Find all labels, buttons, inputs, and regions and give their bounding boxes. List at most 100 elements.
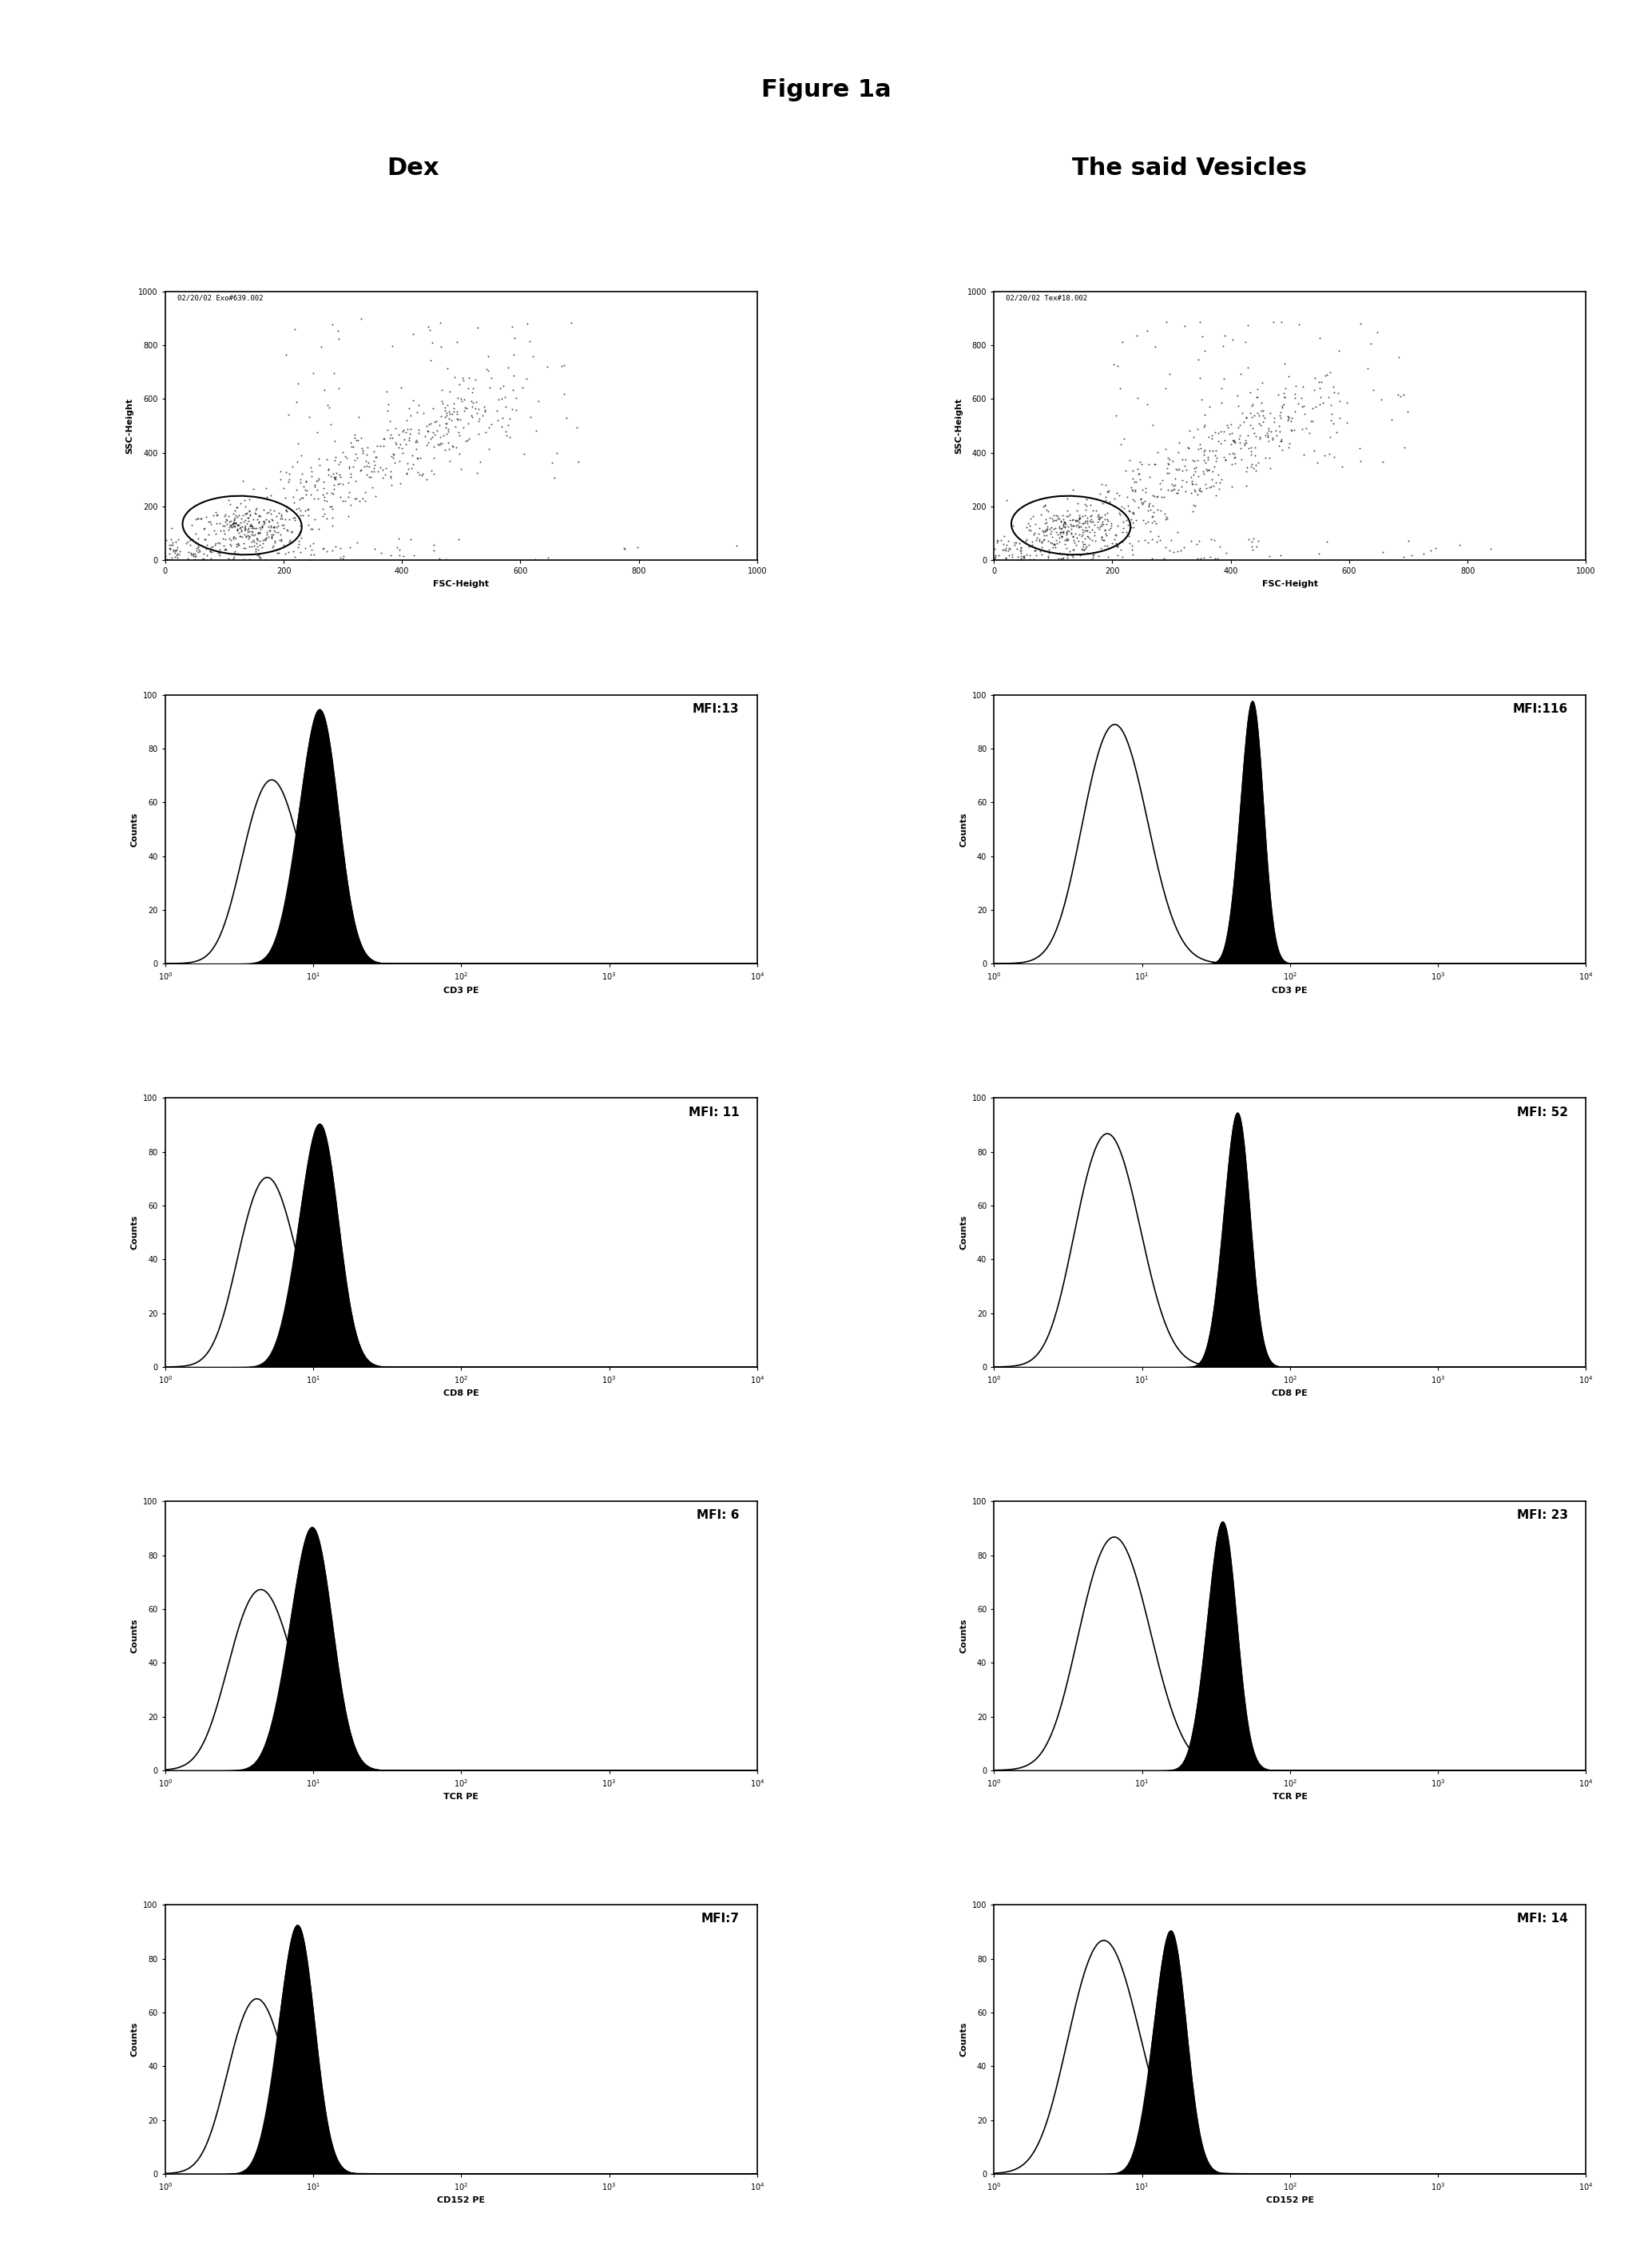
Point: [228, 509, 254, 545]
Point: [264, 509, 291, 545]
Point: [1300, 433, 1327, 468]
Point: [464, 403, 491, 439]
Point: [299, 459, 325, 495]
Point: [1057, 502, 1084, 538]
Point: [499, 392, 525, 428]
Point: [1300, 372, 1327, 408]
Text: MFI: 14: MFI: 14: [1517, 1914, 1568, 1925]
Point: [1189, 453, 1216, 489]
Point: [436, 444, 463, 480]
Point: [195, 518, 221, 554]
Point: [1062, 506, 1089, 542]
Point: [304, 462, 330, 498]
Point: [1087, 475, 1113, 511]
Point: [1170, 462, 1196, 498]
Point: [421, 527, 448, 562]
Point: [1092, 482, 1118, 518]
Point: [1226, 388, 1252, 424]
Point: [1090, 522, 1117, 558]
Point: [1023, 533, 1049, 569]
Point: [1034, 522, 1061, 558]
Point: [1122, 484, 1148, 520]
Point: [1249, 365, 1275, 401]
Text: 02/20/02 Exo#639.002: 02/20/02 Exo#639.002: [177, 294, 263, 300]
Point: [1237, 433, 1264, 468]
Point: [238, 509, 264, 545]
Point: [1016, 509, 1042, 545]
Point: [1282, 376, 1308, 412]
Point: [1034, 491, 1061, 527]
Point: [1049, 536, 1075, 571]
Point: [428, 329, 454, 365]
Point: [1026, 515, 1052, 551]
Point: [319, 491, 345, 527]
Point: [1256, 412, 1282, 448]
Point: [378, 421, 405, 457]
Point: [319, 307, 345, 343]
Point: [476, 410, 502, 446]
Point: [243, 520, 269, 556]
Point: [320, 466, 347, 502]
Point: [1196, 433, 1222, 468]
Point: [1054, 493, 1080, 529]
Point: [1113, 480, 1140, 515]
Point: [1168, 441, 1194, 477]
Point: [335, 475, 362, 511]
Point: [1269, 388, 1295, 424]
Point: [261, 524, 287, 560]
Point: [1313, 356, 1340, 392]
Point: [1193, 466, 1219, 502]
Point: [1097, 486, 1123, 522]
Point: [1272, 370, 1298, 406]
Point: [1289, 412, 1315, 448]
Point: [309, 477, 335, 513]
Point: [241, 495, 268, 531]
Point: [418, 453, 444, 489]
Point: [339, 542, 365, 578]
Point: [1001, 527, 1028, 562]
Point: [1062, 502, 1089, 538]
Point: [177, 538, 203, 574]
Point: [1204, 424, 1231, 459]
Point: [218, 527, 244, 562]
Point: [451, 381, 477, 417]
Point: [1249, 385, 1275, 421]
Point: [428, 372, 454, 408]
Point: [390, 435, 416, 471]
Point: [1277, 412, 1303, 448]
Point: [1120, 536, 1146, 571]
Point: [1092, 498, 1118, 533]
Point: [349, 453, 375, 489]
Point: [1160, 533, 1186, 569]
Point: [1052, 527, 1079, 562]
Point: [152, 538, 178, 574]
Point: [210, 520, 236, 556]
Point: [1148, 542, 1175, 578]
Point: [434, 426, 461, 462]
Point: [251, 491, 278, 527]
Point: [1370, 533, 1396, 569]
Point: [1041, 527, 1067, 562]
Point: [1070, 527, 1097, 562]
Point: [258, 493, 284, 529]
Point: [1218, 426, 1244, 462]
Point: [410, 455, 436, 491]
Point: [1313, 524, 1340, 560]
Point: [1054, 515, 1080, 551]
Point: [1252, 439, 1279, 475]
Point: [1213, 441, 1239, 477]
Point: [258, 515, 284, 551]
X-axis label: FSC-Height: FSC-Height: [1262, 580, 1318, 587]
Point: [182, 542, 208, 578]
Point: [434, 388, 461, 424]
Point: [231, 515, 258, 551]
Point: [309, 491, 335, 527]
Point: [403, 424, 430, 459]
Point: [441, 359, 468, 394]
Point: [1079, 502, 1105, 538]
Point: [1118, 502, 1145, 538]
Point: [1219, 468, 1246, 504]
Point: [215, 498, 241, 533]
Point: [400, 437, 426, 473]
Point: [246, 498, 273, 533]
